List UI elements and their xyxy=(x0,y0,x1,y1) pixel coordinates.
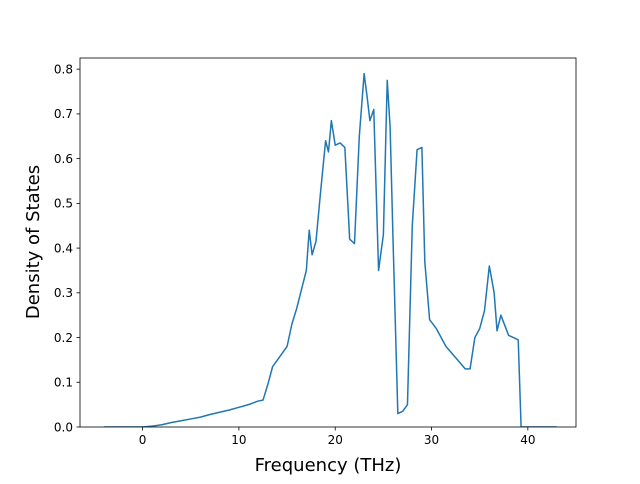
x-tick-label: 0 xyxy=(139,433,147,447)
x-tick-label: 40 xyxy=(520,433,535,447)
y-tick-label: 0.7 xyxy=(54,107,73,121)
y-tick-label: 0.6 xyxy=(54,152,73,166)
axes-frame xyxy=(79,57,577,428)
y-axis-label: Density of States xyxy=(23,165,44,319)
plot-area xyxy=(104,72,557,427)
axes: 0 10 20 30 40 0.0 0.1 0.2 0.3 0.4 0.5 0.6 0.7 0.8 xyxy=(54,57,577,447)
x-tick-label: 10 xyxy=(231,433,246,447)
series-line-0 xyxy=(104,72,557,427)
y-tick-label: 0.5 xyxy=(54,197,73,211)
y-tick-label: 0.8 xyxy=(54,62,73,76)
y-tick-label: 0.1 xyxy=(54,376,73,390)
x-tick-label: 30 xyxy=(424,433,439,447)
x-axis-label: Frequency (THz) xyxy=(255,455,402,476)
y-tick-label: 0.3 xyxy=(54,286,73,300)
x-tick-label: 20 xyxy=(328,433,343,447)
y-tick-label: 0.4 xyxy=(54,241,73,255)
y-tick-label: 0.2 xyxy=(54,331,73,345)
y-tick-label: 0.0 xyxy=(54,420,73,434)
